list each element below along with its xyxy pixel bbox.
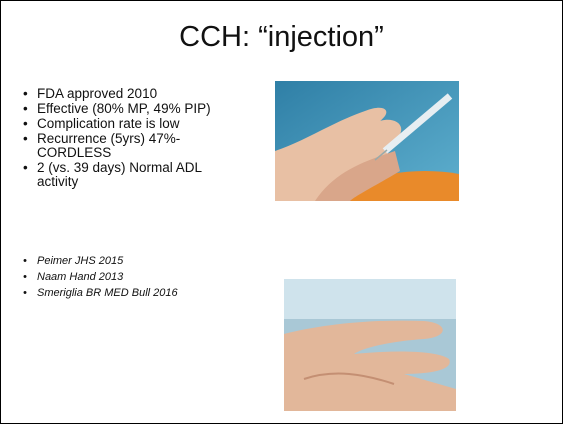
reference-item: Smeriglia BR MED Bull 2016 [21,285,271,301]
slide-title: CCH: “injection” [1,21,562,54]
bullet-list: FDA approved 2010Effective (80% MP, 49% … [21,87,239,190]
reference-item: Peimer JHS 2015 [21,253,271,269]
bullet-item: FDA approved 2010 [21,87,239,101]
bullet-item: 2 (vs. 39 days) Normal ADL activity [21,161,239,189]
bullet-item: Effective (80% MP, 49% PIP) [21,102,239,116]
bullet-item: Complication rate is low [21,117,239,131]
injection-photo [275,81,459,201]
reference-item: Naam Hand 2013 [21,269,271,285]
bullet-item: Recurrence (5yrs) 47%-CORDLESS [21,132,239,160]
reference-list: Peimer JHS 2015Naam Hand 2013Smeriglia B… [21,253,271,301]
slide: CCH: “injection” FDA approved 2010Effect… [0,0,563,424]
finger-photo [284,279,456,411]
